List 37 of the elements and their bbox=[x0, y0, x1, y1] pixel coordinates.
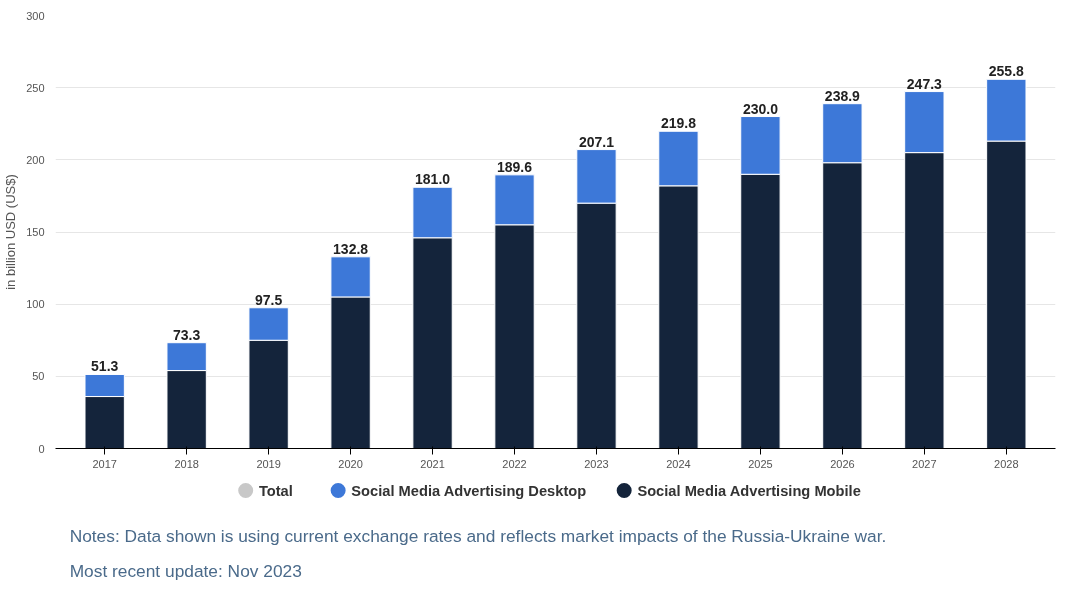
y-tick-label: 200 bbox=[26, 153, 45, 166]
x-tick-label: 2020 bbox=[338, 457, 363, 470]
x-tick-label: 2022 bbox=[502, 457, 527, 470]
y-tick-label: 100 bbox=[26, 298, 45, 311]
total-label: 247.3 bbox=[906, 75, 943, 92]
total-label: 51.3 bbox=[91, 358, 119, 375]
total-label: 255.8 bbox=[988, 63, 1025, 80]
y-tick-label: 250 bbox=[26, 81, 45, 94]
x-tick-label: 2027 bbox=[912, 457, 937, 470]
total-label: 97.5 bbox=[254, 291, 283, 308]
total-label: 181.0 bbox=[415, 171, 451, 188]
x-tick-label: 2018 bbox=[174, 457, 199, 470]
y-tick-label: 50 bbox=[32, 370, 45, 383]
total-label: 189.6 bbox=[497, 158, 533, 175]
text: Most recent update: Nov 2023 bbox=[69, 560, 302, 581]
y-tick-label: 300 bbox=[26, 9, 45, 22]
x-tick-label: 2017 bbox=[92, 457, 117, 470]
x-tick-label: 2024 bbox=[666, 457, 691, 470]
x-tick-label: 2023 bbox=[584, 457, 609, 470]
legend-label: Social Media Advertising Desktop bbox=[351, 482, 587, 499]
total-label: 73.3 bbox=[173, 326, 201, 343]
text: Notes: Data shown is using current exchange rates and reflects market impacts of the Russia-Ukraine war. bbox=[69, 525, 887, 546]
x-tick-label: 2025 bbox=[748, 457, 773, 470]
total-label: 132.8 bbox=[333, 240, 369, 257]
y-axis-title: in billion USD (US$) bbox=[3, 174, 19, 290]
x-tick-label: 2019 bbox=[256, 457, 281, 470]
legend-label: Social Media Advertising Mobile bbox=[637, 482, 861, 499]
total-label: 230.0 bbox=[742, 100, 779, 117]
y-tick-label: 150 bbox=[26, 226, 45, 238]
y-tick-label: 0 bbox=[38, 442, 45, 455]
x-tick-label: 2028 bbox=[994, 457, 1019, 470]
x-tick-label: 2021 bbox=[420, 457, 445, 470]
total-label: 207.1 bbox=[578, 133, 615, 150]
legend-label: Total bbox=[258, 482, 293, 499]
x-tick-label: 2026 bbox=[830, 457, 855, 470]
total-label: 219.8 bbox=[660, 115, 697, 132]
total-label: 238.9 bbox=[824, 87, 861, 104]
